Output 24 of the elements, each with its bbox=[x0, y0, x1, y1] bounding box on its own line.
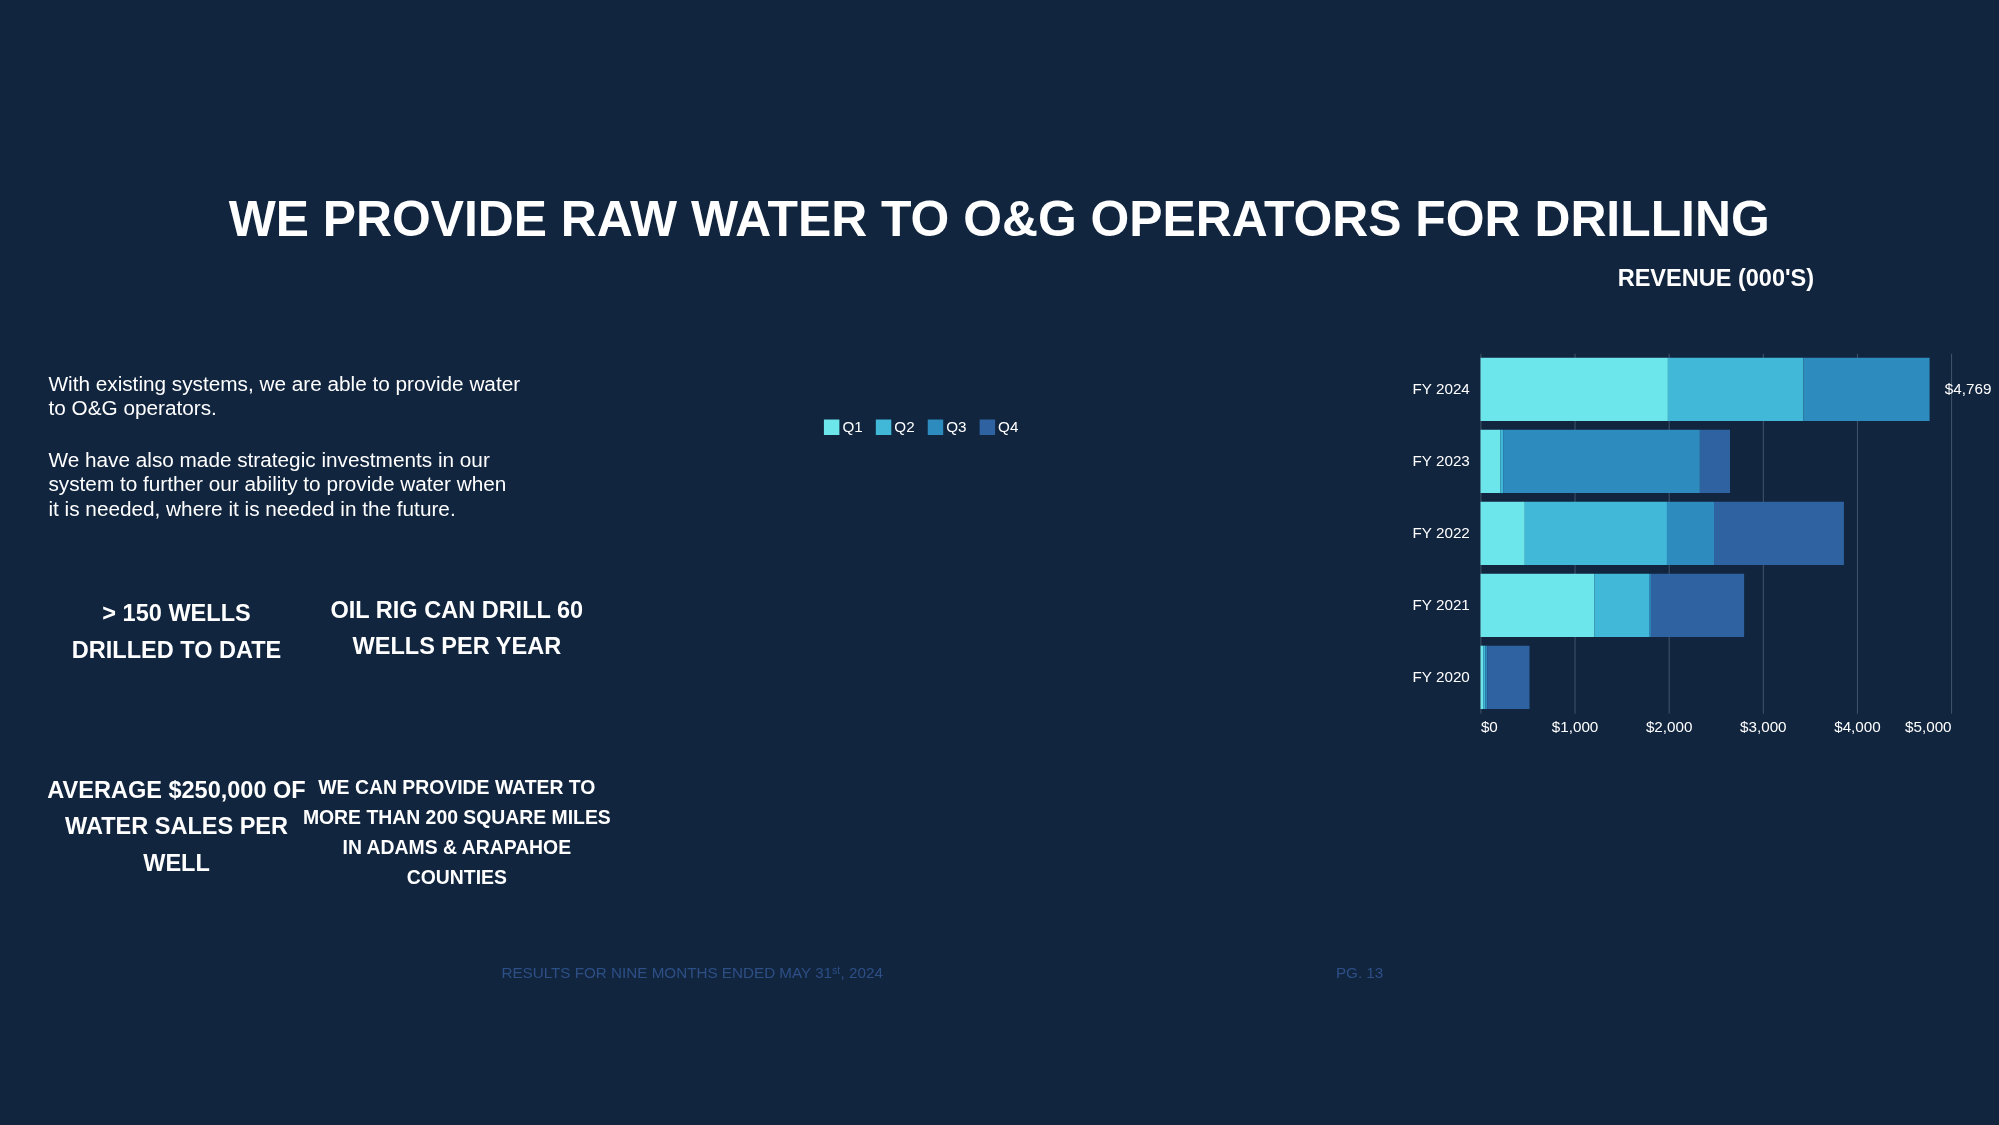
legend-label: Q3 bbox=[946, 418, 967, 436]
total-label: $4,769 bbox=[1944, 380, 1992, 398]
text: OIL RIG CAN DRILL 60 WELLS PER YEAR bbox=[330, 596, 584, 660]
y-tick-label: FY 2022 bbox=[1412, 524, 1470, 542]
x-tick-label: $4,000 bbox=[1834, 718, 1881, 736]
legend-label: Q4 bbox=[998, 418, 1019, 436]
y-tick-label: FY 2021 bbox=[1412, 596, 1470, 614]
x-tick-label: $1,000 bbox=[1551, 718, 1599, 736]
y-tick-label: FY 2023 bbox=[1412, 452, 1470, 470]
legend-label: Q1 bbox=[842, 418, 863, 436]
x-tick-label: $5,000 bbox=[1905, 718, 1952, 736]
legend-label: Q2 bbox=[894, 418, 915, 436]
text: WE PROVIDE RAW WATER TO O&G OPERATORS FOR DRILLING bbox=[228, 191, 1770, 248]
y-tick-label: FY 2024 bbox=[1412, 380, 1471, 398]
y-tick-label: FY 2020 bbox=[1412, 668, 1470, 686]
x-tick-label: $3,000 bbox=[1740, 718, 1787, 736]
x-tick-label: $2,000 bbox=[1645, 718, 1693, 736]
text: RESULTS FOR NINE MONTHS ENDED MAY 31ˢᵗ, 2024 bbox=[501, 963, 884, 981]
text: > 150 WELLS DRILLED TO DATE bbox=[71, 600, 282, 663]
text: With existing systems, we are able to provide water to O&G operators. bbox=[48, 371, 521, 420]
text: We have also made strategic investments in our system to further our ability to provide water when it is needed, where it is needed in the future. bbox=[48, 447, 507, 520]
chart-subtitle: REVENUE (000'S) bbox=[1617, 265, 1815, 292]
text: PG. 13 bbox=[1335, 963, 1384, 981]
x-tick-label: $0 bbox=[1480, 718, 1498, 736]
